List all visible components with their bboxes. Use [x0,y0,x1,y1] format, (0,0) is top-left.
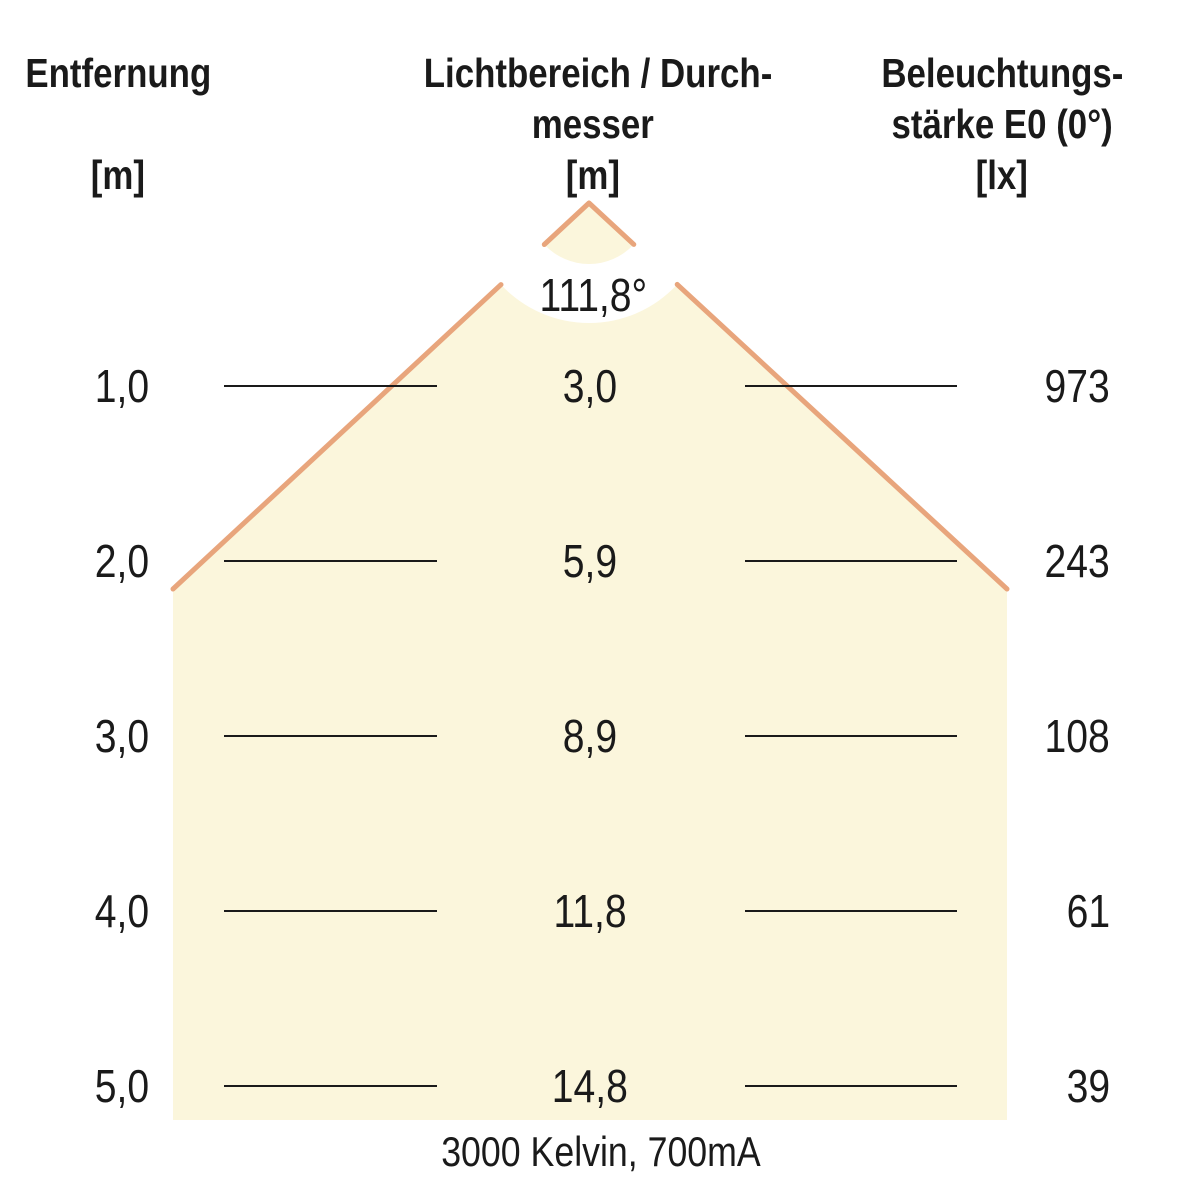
row-line-right [745,910,957,912]
row-line-left [224,1085,437,1087]
header-line: Entfernung [25,50,211,96]
illuminance-value: 39 [1066,1060,1110,1112]
distance-value: 4,0 [94,885,150,937]
illuminance-value: 243 [1044,535,1110,587]
header-unit: [lx] [975,152,1029,198]
header-line: Beleuchtungs- [880,50,1124,96]
column-header-illuminance: Beleuchtungs- stärke E0 (0°) [lx] [822,48,1182,201]
row-line-right [745,560,957,562]
caption: 3000 Kelvin, 700mA [441,1128,761,1175]
diameter-value: 14,8 [551,1060,629,1112]
header-line: stärke E0 (0°) [891,101,1113,147]
beam-angle-label: 111,8° [539,269,647,321]
header-line: Lichtbereich / Durch- [423,50,773,96]
distance-value: 5,0 [94,1060,150,1112]
diameter-value: 3,0 [562,360,618,412]
diameter-value: 11,8 [553,885,627,937]
header-line [0,99,236,150]
illuminance-value: 61 [1066,885,1110,937]
row-line-left [224,385,437,387]
distance-value: 2,0 [94,535,150,587]
beam-apex-wedge-fill [544,203,634,264]
row-line-left [224,560,437,562]
diameter-value: 5,9 [562,535,618,587]
row-line-left [224,735,437,737]
distance-value: 3,0 [94,710,150,762]
header-line: messer [531,101,655,147]
beam-left-edge-stroke [170,282,504,592]
beam-apex-edge-stroke [541,200,637,247]
header-unit: [m] [565,152,621,198]
row-line-right [745,385,957,387]
row-line-left [224,910,437,912]
distance-value: 1,0 [94,360,150,412]
beam-right-edge-stroke [674,281,1010,592]
illuminance-value: 973 [1044,360,1110,412]
diameter-value: 8,9 [562,710,618,762]
column-header-distance: Entfernung [m] [0,48,236,201]
illuminance-value: 108 [1044,710,1110,762]
row-line-right [745,735,957,737]
header-unit: [m] [90,152,146,198]
row-line-right [745,1085,957,1087]
column-header-diameter: Lichtbereich / Durch- messer [m] [393,48,793,201]
